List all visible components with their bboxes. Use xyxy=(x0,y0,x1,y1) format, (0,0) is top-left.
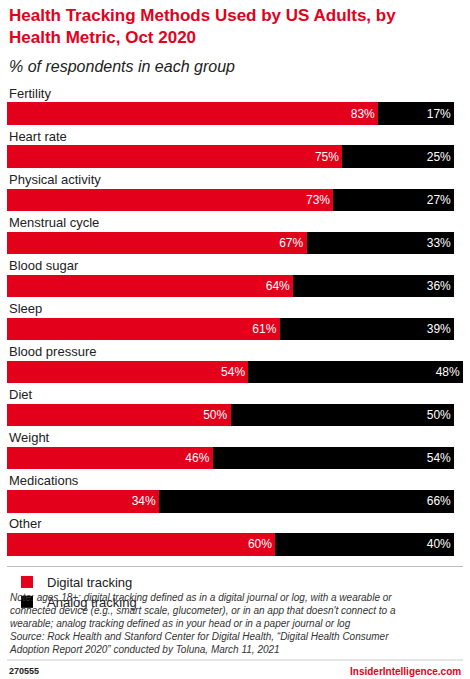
svg-text:54%: 54% xyxy=(221,365,245,379)
svg-text:61%: 61% xyxy=(252,322,276,336)
svg-text:Note: ages 18+; digital tracki: Note: ages 18+; digital tracking defined… xyxy=(9,592,396,655)
svg-text:50%: 50% xyxy=(203,408,227,422)
svg-text:50%: 50% xyxy=(427,408,451,422)
svg-text:Weight: Weight xyxy=(9,430,50,445)
svg-text:73%: 73% xyxy=(306,193,330,207)
svg-text:Blood sugar: Blood sugar xyxy=(9,258,79,273)
svg-text:33%: 33% xyxy=(427,236,451,250)
svg-text:Medications: Medications xyxy=(9,473,79,488)
svg-text:Analog tracking: Analog tracking xyxy=(47,595,137,610)
svg-text:36%: 36% xyxy=(427,279,451,293)
svg-text:46%: 46% xyxy=(185,451,209,465)
svg-text:Health Tracking Methods Used b: Health Tracking Methods Used by US Adult… xyxy=(9,6,396,47)
svg-text:39%: 39% xyxy=(427,322,451,336)
svg-text:60%: 60% xyxy=(248,537,272,551)
svg-text:17%: 17% xyxy=(427,107,451,121)
svg-text:Menstrual cycle: Menstrual cycle xyxy=(9,215,99,230)
svg-text:InsiderIntelligence.com: InsiderIntelligence.com xyxy=(350,666,461,677)
svg-text:64%: 64% xyxy=(266,279,290,293)
svg-text:Other: Other xyxy=(9,516,42,531)
svg-text:Blood pressure: Blood pressure xyxy=(9,344,96,359)
svg-text:34%: 34% xyxy=(132,494,156,508)
svg-text:48%: 48% xyxy=(436,365,460,379)
svg-text:27%: 27% xyxy=(427,193,451,207)
svg-text:Heart rate: Heart rate xyxy=(9,129,67,144)
svg-text:83%: 83% xyxy=(351,107,375,121)
svg-text:% of respondents in each group: % of respondents in each group xyxy=(9,58,235,75)
svg-text:Fertility: Fertility xyxy=(9,86,51,101)
svg-text:Physical activity: Physical activity xyxy=(9,172,101,187)
svg-text:75%: 75% xyxy=(315,150,339,164)
svg-text:40%: 40% xyxy=(427,537,451,551)
svg-text:67%: 67% xyxy=(279,236,303,250)
svg-text:66%: 66% xyxy=(427,494,451,508)
svg-text:Digital tracking: Digital tracking xyxy=(47,575,132,590)
svg-text:270555: 270555 xyxy=(9,666,39,676)
svg-text:54%: 54% xyxy=(427,451,451,465)
svg-text:Sleep: Sleep xyxy=(9,301,42,316)
svg-text:25%: 25% xyxy=(427,150,451,164)
svg-text:Diet: Diet xyxy=(9,387,33,402)
